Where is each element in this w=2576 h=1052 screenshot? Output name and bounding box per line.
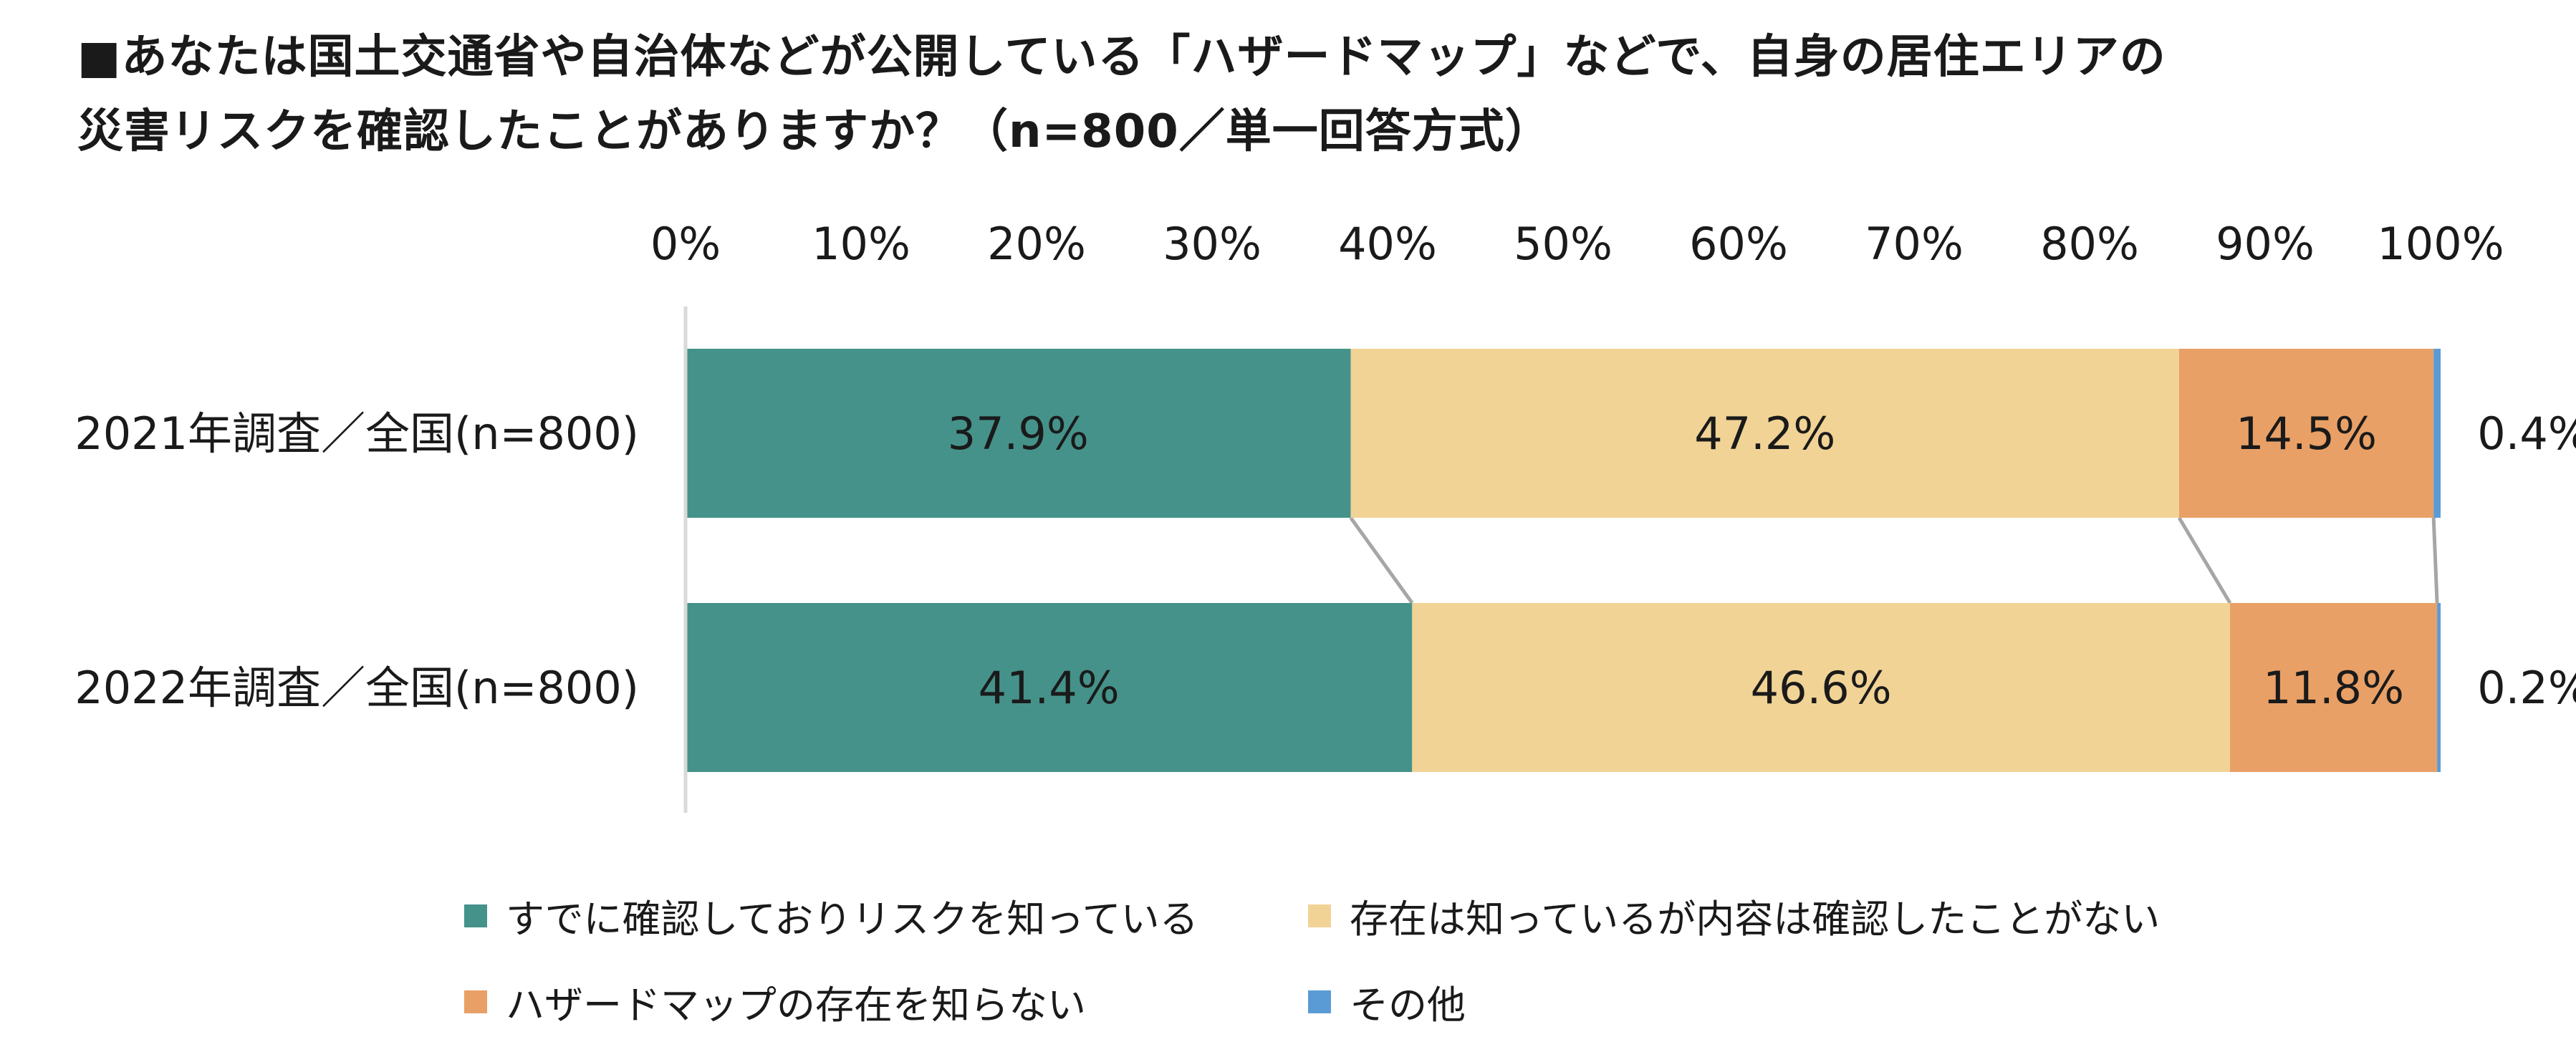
category-label: 2021年調査／全国(n=800) [75,407,639,460]
x-tick-label: 100% [2377,218,2504,270]
x-tick-label: 10% [812,218,910,270]
data-labels: 37.9% 47.2% 14.5% 0.4% 41.4% 46.6% 11.8% 0.2% [948,407,2576,714]
x-tick-label: 80% [2040,218,2139,270]
category-labels: 2021年調査／全国(n=800) 2022年調査／全国(n=800) [75,407,639,714]
bar-segment [686,603,1413,772]
data-label: 11.8% [2263,662,2404,714]
bars [686,349,2441,772]
x-tick-label: 70% [1865,218,1964,270]
data-label: 47.2% [1694,407,1835,460]
title-line-1: ■あなたは国土交通省や自治体などが公開している「ハザードマップ」などで、自身の居… [77,31,2166,84]
data-label: 0.2% [2477,662,2576,714]
series-lines [1349,516,2439,604]
category-label: 2022年調査／全国(n=800) [75,662,639,714]
x-tick-label: 90% [2216,218,2315,270]
x-tick-label: 60% [1689,218,1788,270]
bar-segment [2230,603,2438,772]
x-tick-label: 20% [987,218,1086,270]
series-line [1349,516,1414,604]
data-label: 46.6% [1751,662,1892,714]
series-line [2431,517,2439,604]
data-label: 41.4% [979,662,1120,714]
series-line [2177,516,2232,604]
bar-segment [1350,349,2179,518]
title-line-2: 災害リスクを確認したことがありますか？（n=800／単一回答方式） [77,105,1552,158]
data-label: 37.9% [948,407,1089,460]
bar-segment [2178,349,2434,518]
chart-title: ■あなたは国土交通省や自治体などが公開している「ハザードマップ」などで、自身の居… [77,20,2542,169]
bar-segment [2437,603,2441,772]
data-label: 0.4% [2477,407,2576,460]
x-tick-label: 50% [1514,218,1613,270]
data-label: 14.5% [2236,407,2377,460]
bar-segment [2433,349,2441,518]
value-axis: 0% 10% 20% 30% 40% 50% 60% 70% 80% 90% 100% [650,218,2504,813]
x-tick-label: 30% [1163,218,1261,270]
bar-segment [1412,603,2230,772]
x-tick-label: 0% [650,218,721,270]
bar-segment [686,349,1351,518]
x-tick-label: 40% [1338,218,1437,270]
